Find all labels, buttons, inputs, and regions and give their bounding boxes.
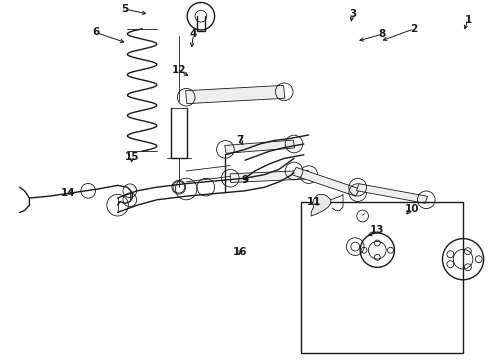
Polygon shape bbox=[357, 184, 427, 203]
Text: 3: 3 bbox=[349, 9, 356, 19]
Text: 14: 14 bbox=[61, 188, 76, 198]
Text: 13: 13 bbox=[370, 225, 385, 235]
Polygon shape bbox=[186, 85, 285, 104]
Polygon shape bbox=[225, 140, 294, 153]
Text: 10: 10 bbox=[404, 204, 419, 214]
Text: 12: 12 bbox=[172, 65, 186, 75]
Polygon shape bbox=[230, 170, 309, 183]
Text: 4: 4 bbox=[190, 29, 197, 39]
Text: 9: 9 bbox=[242, 175, 248, 185]
Text: 11: 11 bbox=[306, 197, 321, 207]
Text: 16: 16 bbox=[233, 247, 247, 257]
Text: 1: 1 bbox=[465, 15, 471, 25]
Text: 2: 2 bbox=[411, 24, 417, 34]
Bar bbox=[301, 202, 463, 353]
Polygon shape bbox=[311, 194, 331, 216]
Text: 5: 5 bbox=[122, 4, 128, 14]
Text: 6: 6 bbox=[92, 27, 99, 37]
Text: 7: 7 bbox=[236, 135, 244, 145]
Text: 15: 15 bbox=[125, 152, 140, 162]
Text: 8: 8 bbox=[379, 29, 386, 39]
Polygon shape bbox=[292, 167, 360, 196]
